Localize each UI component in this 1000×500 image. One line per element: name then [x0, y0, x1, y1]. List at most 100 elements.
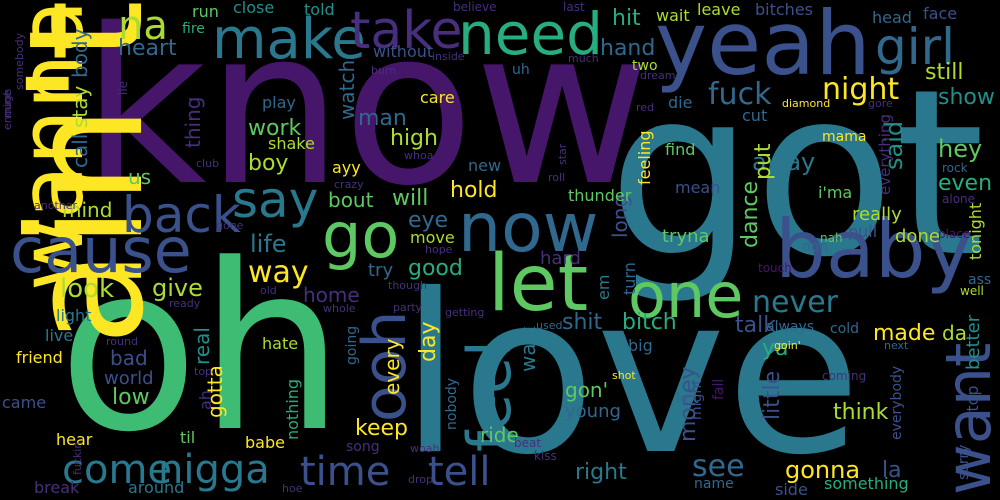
cloud-word: used: [536, 319, 563, 332]
cloud-word: last: [563, 0, 585, 14]
cloud-word: mean: [675, 178, 721, 197]
cloud-word: boy: [248, 151, 289, 176]
cloud-word: day: [416, 321, 441, 362]
cloud-word: thing: [181, 96, 205, 148]
cloud-word: wait: [656, 6, 690, 25]
cloud-word: coming: [822, 369, 867, 383]
cloud-word: round: [106, 335, 138, 348]
cloud-word: think: [833, 400, 889, 425]
cloud-word: da: [942, 321, 967, 345]
cloud-word: home: [303, 283, 360, 307]
cloud-word: tell: [428, 449, 491, 495]
cloud-word: hear: [56, 430, 93, 449]
cloud-word: party: [393, 301, 423, 314]
cloud-word: song: [346, 439, 380, 455]
cloud-word: mama: [822, 129, 867, 145]
cloud-word: rock: [942, 161, 968, 175]
cloud-word: walk: [516, 326, 540, 372]
cloud-word: give: [152, 274, 203, 302]
cloud-word: come: [62, 447, 173, 493]
cloud-word: kiss: [534, 449, 557, 463]
cloud-word: one: [628, 259, 744, 332]
cloud-word: gone: [216, 219, 244, 232]
cloud-word: dance: [738, 180, 763, 248]
cloud-word: done: [895, 226, 940, 247]
cloud-word: goin': [774, 339, 801, 352]
cloud-word: see: [692, 449, 745, 484]
cloud-word: cause: [10, 214, 192, 287]
cloud-word: keep: [355, 416, 408, 441]
cloud-word: move: [410, 228, 455, 247]
cloud-word: well: [960, 284, 984, 298]
cloud-word: every: [380, 338, 404, 395]
cloud-word: find: [665, 140, 696, 159]
cloud-word: look: [60, 274, 115, 304]
cloud-word: care: [420, 88, 455, 107]
cloud-word: ride: [480, 423, 519, 447]
cloud-word: came: [2, 393, 47, 412]
cloud-word: cut: [742, 106, 768, 125]
cloud-word: hey: [938, 135, 983, 163]
cloud-word: hand: [600, 36, 656, 61]
cloud-word: la: [882, 458, 902, 483]
cloud-word: mind: [62, 198, 113, 222]
cloud-word: now: [458, 189, 599, 268]
cloud-word: shot: [612, 369, 636, 382]
cloud-word: show: [938, 85, 995, 110]
cloud-word: hard: [540, 248, 581, 269]
cloud-word: fuckin: [71, 441, 84, 475]
cloud-word: left: [676, 391, 699, 407]
cloud-word: body: [68, 28, 92, 78]
cloud-word: hope: [425, 243, 453, 256]
cloud-word: fire: [182, 21, 205, 37]
cloud-word: right: [575, 460, 627, 485]
cloud-word: nah: [820, 231, 843, 245]
cloud-word: gore: [868, 97, 893, 110]
cloud-word: low: [112, 385, 150, 410]
cloud-word: eye: [408, 208, 449, 233]
cloud-word: call: [68, 133, 92, 168]
cloud-word: bitches: [755, 0, 813, 19]
cloud-word: hoe: [282, 482, 303, 495]
cloud-word: still: [925, 60, 964, 85]
cloud-word: shake: [268, 134, 315, 153]
cloud-word: ass: [968, 272, 992, 288]
cloud-word: man: [358, 106, 407, 131]
cloud-word: break: [34, 478, 80, 497]
cloud-word: old: [260, 284, 277, 297]
cloud-word: another: [34, 199, 78, 212]
cloud-word: woah: [410, 442, 440, 455]
cloud-word: us: [128, 165, 152, 189]
cloud-word: nobody: [444, 377, 460, 430]
cloud-word: burn: [371, 64, 397, 77]
cloud-word: place: [938, 227, 971, 241]
cloud-word: told: [304, 0, 335, 19]
cloud-word: young: [565, 401, 621, 422]
cloud-word: light: [56, 306, 92, 325]
cloud-word: die: [668, 93, 693, 112]
cloud-word: will: [392, 186, 429, 211]
cloud-word: feeling: [635, 130, 654, 185]
cloud-word: say: [232, 171, 319, 229]
cloud-word: somebody: [13, 32, 26, 90]
cloud-word: name: [694, 476, 734, 492]
cloud-word: tryna: [662, 226, 710, 247]
cloud-word: whole: [323, 302, 356, 315]
cloud-word: tonight: [966, 202, 985, 260]
cloud-word: watch: [335, 59, 359, 120]
cloud-word: touch: [758, 261, 792, 275]
cloud-word: top: [194, 365, 213, 378]
cloud-word: head: [872, 8, 912, 27]
cloud-word: never: [752, 285, 839, 320]
cloud-word: thunder: [568, 186, 632, 205]
cloud-word: everything: [876, 114, 894, 195]
cloud-word: live: [45, 326, 74, 345]
cloud-word: baby: [775, 203, 973, 296]
cloud-word: leave: [697, 0, 741, 19]
cloud-word: babe: [245, 433, 285, 452]
cloud-word: gonna: [785, 456, 861, 484]
cloud-word: club: [196, 157, 220, 170]
cloud-word: hit: [612, 6, 641, 31]
cloud-word: believe: [453, 0, 497, 14]
